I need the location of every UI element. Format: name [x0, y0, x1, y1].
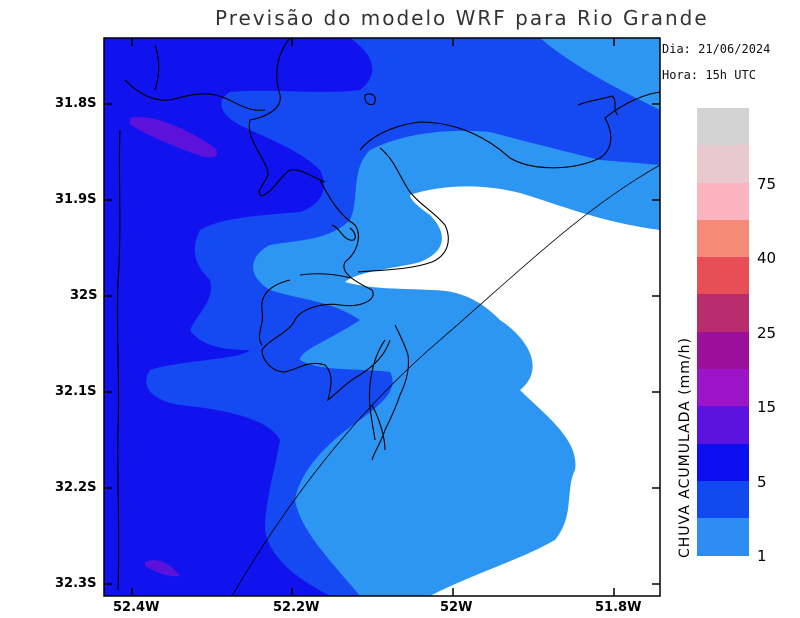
x-axis-label: 52W: [440, 600, 473, 615]
legend-tick: 5: [757, 473, 767, 491]
y-axis-label: 32.3S: [55, 576, 97, 591]
x-axis-label: 51.8W: [595, 600, 642, 615]
legend-tick: 40: [757, 249, 777, 267]
legend-tick: 75: [757, 175, 777, 193]
forecast-date: Dia: 21/06/2024: [662, 42, 771, 56]
legend-color-box: [697, 182, 749, 220]
legend-color-box: [697, 406, 749, 444]
legend-color-box: [697, 480, 749, 519]
map-title: Previsão do modelo WRF para Rio Grande: [215, 6, 709, 30]
legend-color-box: [697, 369, 749, 407]
coastline: [116, 37, 661, 591]
legend-color-box: [697, 257, 749, 295]
y-axis-label: 31.9S: [55, 192, 97, 207]
legend-color-box: [697, 331, 749, 370]
legend-colorbar: [697, 108, 749, 556]
legend-color-box: [697, 518, 749, 556]
rain-field-deep: [104, 38, 373, 596]
y-axis-label: 32S: [70, 288, 98, 303]
y-axis-label: 32.2S: [55, 480, 97, 495]
reference-arc: [231, 164, 661, 597]
legend-color-box: [697, 443, 749, 481]
legend-tick: 1: [757, 547, 767, 565]
rain-cell-purple-south: [145, 560, 180, 577]
y-axis-label: 31.8S: [55, 96, 97, 111]
legend-color-box: [697, 145, 749, 183]
y-axis-label: 32.1S: [55, 384, 97, 399]
legend-color-box: [697, 108, 749, 146]
legend-tick: 15: [757, 398, 777, 416]
rain-cell-purple-north: [130, 116, 218, 158]
forecast-time: Hora: 15h UTC: [662, 68, 756, 82]
legend-tick: 25: [757, 324, 777, 342]
legend-color-box: [697, 294, 749, 332]
axis-ticks: [104, 38, 660, 596]
legend-title: CHUVA ACUMULADA (mm/h): [677, 337, 693, 558]
plot-frame: [103, 37, 661, 597]
no-rain-area: [345, 186, 660, 597]
x-axis-label: 52.4W: [113, 600, 160, 615]
x-axis-label: 52.2W: [273, 600, 320, 615]
legend-color-box: [697, 219, 749, 258]
